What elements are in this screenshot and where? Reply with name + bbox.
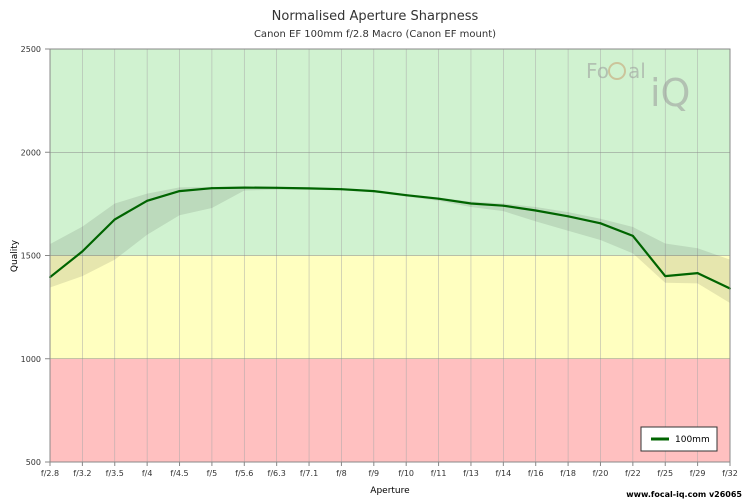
data-point: [146, 199, 149, 202]
y-tick-label: 2000: [21, 148, 41, 157]
data-point: [210, 187, 213, 190]
logo-lens-icon: [608, 62, 626, 80]
data-point: [469, 202, 472, 205]
quality-band-1: [50, 255, 730, 359]
data-point: [631, 234, 634, 237]
x-tick-label: f/10: [398, 469, 414, 478]
chart-title: Normalised Aperture Sharpness: [272, 9, 479, 24]
data-point: [113, 218, 116, 221]
series-line-100mm: [49, 186, 731, 290]
x-tick-label: f/4.5: [170, 469, 188, 478]
x-tick-label: f/11: [431, 469, 447, 478]
x-tick-label: f/29: [690, 469, 706, 478]
quality-band-0: [50, 358, 730, 462]
logo-text-fo: Fo: [586, 59, 609, 83]
data-point: [599, 222, 602, 225]
data-point: [664, 275, 667, 278]
x-tick-label: f/14: [495, 469, 511, 478]
x-tick-label: f/5: [207, 469, 218, 478]
x-tick-label: f/25: [657, 469, 673, 478]
chart-subtitle: Canon EF 100mm f/2.8 Macro (Canon EF mou…: [254, 29, 496, 40]
x-tick-label: f/2.8: [41, 469, 59, 478]
data-point: [502, 204, 505, 207]
logo-text-iq: iQ: [650, 71, 690, 115]
y-axis-label: Quality: [10, 239, 20, 272]
logo-text-al: al: [628, 59, 646, 83]
x-tick-label: f/7.1: [300, 469, 318, 478]
x-tick-label: f/3.5: [106, 469, 124, 478]
y-tick-label: 2500: [21, 45, 41, 54]
x-tick-labels: f/2.8 f/3.2 f/3.5 f/4 f/4.5 f/5 f/5.6 f/6.3 f/7.…: [41, 462, 738, 478]
legend-label: 100mm: [675, 435, 710, 445]
y-tick-labels: 500 1000 1500 2000 2500: [21, 45, 50, 467]
data-point: [275, 186, 278, 189]
data-point: [372, 190, 375, 193]
y-tick-label: 1000: [21, 355, 41, 364]
data-point: [81, 250, 84, 253]
data-point: [340, 188, 343, 191]
data-point: [696, 272, 699, 275]
footer-url: www.focal-iq.com v26065: [626, 490, 742, 499]
data-point: [243, 186, 246, 189]
x-axis-label: Aperture: [370, 486, 410, 496]
data-point: [567, 215, 570, 218]
x-tick-label: f/13: [463, 469, 479, 478]
x-tick-label: f/18: [560, 469, 576, 478]
data-point: [437, 197, 440, 200]
data-point: [534, 209, 537, 212]
data-point: [308, 187, 311, 190]
y-tick-label: 500: [26, 458, 41, 467]
x-tick-label: f/22: [625, 469, 641, 478]
x-tick-label: f/20: [593, 469, 609, 478]
x-tick-label: f/3.2: [73, 469, 91, 478]
x-tick-label: f/4: [142, 469, 153, 478]
x-tick-label: f/16: [528, 469, 544, 478]
y-tick-label: 1500: [21, 252, 41, 261]
data-point: [178, 190, 181, 193]
legend: 100mm: [640, 426, 718, 452]
x-tick-label: f/9: [369, 469, 380, 478]
x-tick-label: f/32: [722, 469, 738, 478]
series-lines: [49, 186, 731, 290]
x-tick-label: f/8: [336, 469, 347, 478]
data-point: [405, 194, 408, 197]
focal-iq-logo: Fo al iQ: [586, 59, 690, 115]
x-tick-label: f/6.3: [268, 469, 286, 478]
x-tick-label: f/5.6: [235, 469, 253, 478]
